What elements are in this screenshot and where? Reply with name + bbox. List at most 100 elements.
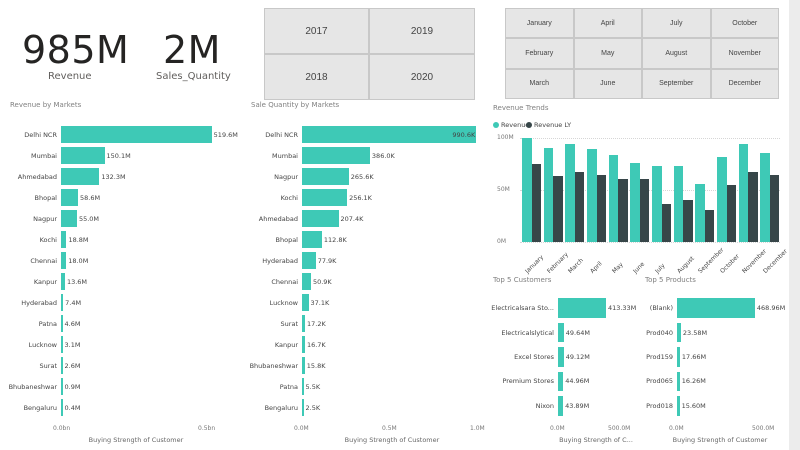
revenue-trends-x-tick: July (654, 262, 667, 275)
month-button-october[interactable]: October (710, 8, 779, 39)
top-customer-bar[interactable] (558, 347, 564, 367)
top5-customers-title: Top 5 Customers (493, 276, 552, 284)
sales-market-bar[interactable] (302, 378, 304, 395)
top-product-x-axis-title: Buying Strength of Customer (672, 436, 768, 444)
revenue-ly-column[interactable] (704, 209, 715, 242)
month-button-november[interactable]: November (710, 38, 779, 69)
revenue-market-bar[interactable] (61, 273, 65, 290)
revenue-market-bar[interactable] (61, 147, 105, 164)
month-button-april[interactable]: April (573, 8, 642, 39)
top-customer-bar[interactable] (558, 298, 606, 318)
sales-market-category-label: Bengaluru (264, 403, 298, 412)
revenue-market-value-label: 13.6M (66, 277, 88, 286)
revenue-market-x-tick: 0.0bn (53, 425, 71, 432)
revenue-market-bar[interactable] (61, 189, 78, 206)
revenue-ly-column[interactable] (618, 178, 628, 242)
top-customer-bar[interactable] (558, 396, 564, 416)
revenue-trends-y-tick: 0M (497, 238, 506, 245)
sales-quantity-by-markets-title: Sale Quantity by Markets (251, 101, 340, 109)
revenue-ly-column[interactable] (574, 172, 585, 242)
revenue-column[interactable] (760, 152, 770, 242)
revenue-ly-column[interactable] (531, 164, 541, 242)
revenue-column[interactable] (608, 154, 619, 242)
top-customer-bar[interactable] (558, 371, 564, 392)
revenue-column[interactable] (717, 156, 727, 242)
revenue-ly-column[interactable] (769, 175, 780, 242)
sales-market-bar[interactable] (302, 315, 306, 332)
revenue-column[interactable] (673, 166, 684, 242)
year-button-2020[interactable]: 2020 (369, 54, 475, 100)
revenue-column[interactable] (543, 148, 554, 242)
month-button-september[interactable]: September (642, 68, 711, 99)
revenue-market-category-label: Hyderabad (21, 298, 57, 307)
top-customer-category-label: Electricalsara Sto... (491, 304, 554, 313)
month-button-january[interactable]: January (505, 8, 574, 39)
revenue-column[interactable] (738, 144, 749, 242)
month-button-may[interactable]: May (573, 38, 642, 69)
revenue-market-bar[interactable] (61, 399, 63, 416)
revenue-column[interactable] (587, 149, 597, 242)
sales-market-bar[interactable] (302, 231, 322, 248)
revenue-ly-column[interactable] (596, 175, 606, 242)
month-button-march[interactable]: March (505, 68, 574, 99)
revenue-market-bar[interactable] (61, 210, 77, 227)
month-button-august[interactable]: August (642, 38, 711, 69)
revenue-trends-x-tick: October (719, 253, 741, 275)
month-button-february[interactable]: February (505, 38, 574, 69)
top-product-bar[interactable] (677, 298, 755, 318)
year-button-2019[interactable]: 2019 (369, 8, 475, 54)
revenue-market-bar[interactable] (61, 231, 67, 248)
revenue-ly-column[interactable] (726, 184, 736, 242)
sales-market-bar[interactable] (302, 252, 316, 269)
revenue-column[interactable] (630, 162, 640, 242)
sales-market-bar[interactable] (302, 147, 370, 164)
sales-market-bar[interactable] (302, 126, 477, 143)
revenue-market-bar[interactable] (61, 357, 63, 374)
revenue-trends-x-tick: June (632, 260, 647, 275)
top-product-bar[interactable] (677, 396, 680, 416)
revenue-market-bar[interactable] (61, 315, 63, 332)
revenue-market-category-label: Nagpur (33, 214, 57, 223)
revenue-ly-column[interactable] (683, 200, 693, 242)
sales-market-bar[interactable] (302, 336, 305, 353)
sales-market-value-label: 2.5K (305, 403, 321, 412)
revenue-market-value-label: 7.4M (65, 298, 82, 307)
sales-market-bar[interactable] (302, 168, 349, 185)
revenue-column[interactable] (522, 138, 532, 242)
revenue-trends-title: Revenue Trends (493, 104, 549, 112)
revenue-market-bar[interactable] (61, 336, 63, 353)
revenue-market-value-label: 18.0M (68, 256, 89, 265)
revenue-ly-column[interactable] (553, 176, 563, 242)
sales-market-bar[interactable] (302, 357, 305, 374)
top-product-value-label: 17.66M (681, 353, 707, 361)
revenue-ly-column[interactable] (748, 172, 758, 242)
revenue-market-bar[interactable] (61, 378, 63, 395)
sales-market-bar[interactable] (302, 294, 309, 311)
month-button-december[interactable]: December (710, 68, 779, 99)
revenue-market-category-label: Ahmedabad (17, 172, 57, 181)
top-product-bar[interactable] (677, 347, 680, 367)
top-product-bar[interactable] (677, 322, 681, 343)
month-button-july[interactable]: July (642, 8, 711, 39)
sales-market-bar[interactable] (302, 399, 304, 416)
sales-market-bar[interactable] (302, 273, 311, 290)
sales-quantity-kpi-label: Sales_Quantity (156, 71, 231, 82)
sales-market-category-label: Mumbai (272, 151, 298, 160)
year-button-2018[interactable]: 2018 (264, 54, 369, 100)
revenue-column[interactable] (652, 166, 662, 242)
revenue-market-bar[interactable] (61, 294, 64, 311)
revenue-ly-column[interactable] (661, 203, 671, 242)
sales-market-bar[interactable] (302, 189, 348, 206)
revenue-market-bar[interactable] (61, 168, 100, 185)
top-customer-bar[interactable] (558, 322, 564, 343)
year-button-2017[interactable]: 2017 (264, 8, 369, 54)
top-product-bar[interactable] (677, 371, 680, 392)
revenue-column[interactable] (565, 144, 575, 242)
revenue-column[interactable] (695, 183, 705, 242)
sales-market-value-label: 5.5K (305, 382, 321, 391)
sales-market-bar[interactable] (302, 210, 339, 227)
revenue-ly-column[interactable] (639, 178, 650, 242)
revenue-market-bar[interactable] (61, 126, 212, 143)
month-button-june[interactable]: June (573, 68, 642, 99)
revenue-market-bar[interactable] (61, 252, 67, 269)
